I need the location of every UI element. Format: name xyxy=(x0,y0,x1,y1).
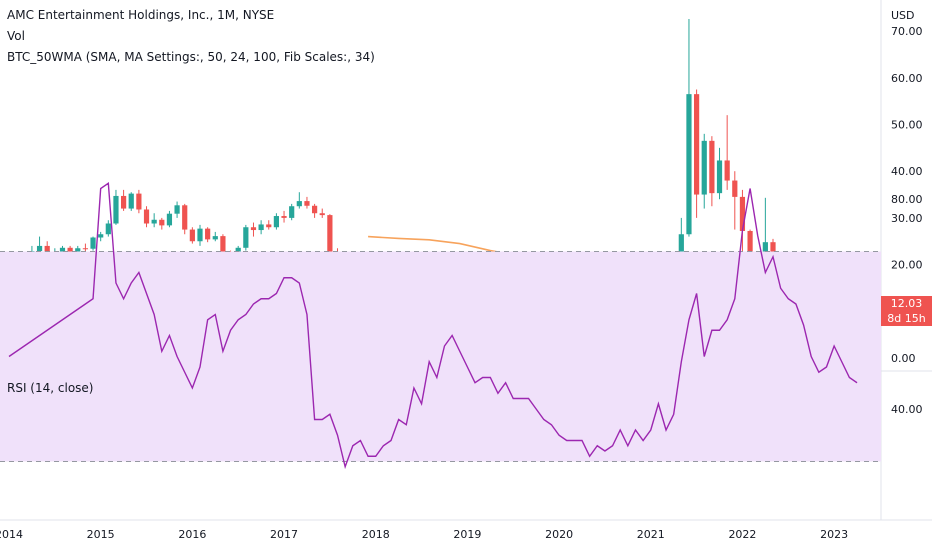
candle-body xyxy=(174,205,180,214)
candle-body xyxy=(182,205,188,230)
rsi-legend: RSI (14, close) xyxy=(7,381,94,395)
price-tick-label: 20.00 xyxy=(891,259,923,272)
time-tick-label: 2021 xyxy=(637,528,665,541)
time-tick-label: 2017 xyxy=(270,528,298,541)
price-axis-currency: USD xyxy=(891,9,915,22)
rsi-line xyxy=(8,181,858,470)
time-tick-label: 2018 xyxy=(362,528,390,541)
candle-body xyxy=(143,209,150,224)
candle-body xyxy=(166,213,173,226)
candle-body xyxy=(273,216,279,228)
price-tick-label: 70.00 xyxy=(891,25,923,38)
candle-body xyxy=(686,94,692,235)
candle-body xyxy=(266,224,272,228)
candle-body xyxy=(709,140,715,194)
candle-body xyxy=(98,234,104,238)
candle-body xyxy=(319,213,325,216)
candle-body xyxy=(289,206,295,218)
candle-body xyxy=(739,196,746,231)
candle-body xyxy=(304,201,310,206)
candle-body xyxy=(732,180,738,197)
price-tick-label: 0.00 xyxy=(891,352,916,365)
candle-body xyxy=(258,224,264,231)
candle-body xyxy=(327,215,333,254)
candle-body xyxy=(128,193,134,209)
price-tick-label: 50.00 xyxy=(891,119,923,132)
candle-body xyxy=(105,223,111,235)
last-price-tag: 12.03 xyxy=(881,296,932,311)
candle-body xyxy=(90,237,96,249)
candle-body xyxy=(82,248,88,250)
time-tick-label: 2019 xyxy=(453,528,481,541)
candle-body xyxy=(59,247,66,252)
candle-body xyxy=(197,228,203,242)
candle-body xyxy=(296,201,302,207)
candle-body xyxy=(151,219,157,224)
candle-body xyxy=(243,227,249,248)
candle-body xyxy=(36,245,43,252)
time-tick-label: 2023 xyxy=(820,528,848,541)
candle-body xyxy=(121,195,127,209)
rsi-tick-label: 80.00 xyxy=(891,193,923,206)
time-tick-label: 2022 xyxy=(728,528,756,541)
time-tick-label: 2015 xyxy=(87,528,115,541)
candle-body xyxy=(701,140,707,195)
time-tick-label: 2020 xyxy=(545,528,573,541)
chart-title: AMC Entertainment Holdings, Inc., 1M, NY… xyxy=(7,8,275,22)
time-tick-label: 2014 xyxy=(0,528,23,541)
candle-body xyxy=(281,216,287,218)
candle-body xyxy=(159,219,165,226)
price-tick-label: 40.00 xyxy=(891,165,923,178)
countdown-tag: 8d 15h xyxy=(881,311,932,326)
candle-body xyxy=(136,193,142,210)
price-tick-label: 60.00 xyxy=(891,72,923,85)
candle-body xyxy=(205,228,211,240)
time-tick-label: 2016 xyxy=(178,528,206,541)
candle-body xyxy=(250,227,257,231)
candle-body xyxy=(212,236,218,240)
candle-body xyxy=(220,236,226,254)
candle-body xyxy=(189,229,195,242)
candle-body xyxy=(694,94,700,195)
candle-body xyxy=(113,195,119,224)
volume-legend: Vol xyxy=(7,29,25,43)
candle-body xyxy=(312,205,318,214)
candle-body xyxy=(716,160,723,194)
candle-body xyxy=(724,160,730,181)
rsi-tick-label: 40.00 xyxy=(891,403,923,416)
rsi-pane xyxy=(0,181,881,470)
candle-body xyxy=(44,245,50,256)
price-tick-label: 30.00 xyxy=(891,212,923,225)
rsi-band xyxy=(0,251,881,462)
indicator-legend: BTC_50WMA (SMA, MA Settings:, 50, 24, 10… xyxy=(7,50,375,64)
